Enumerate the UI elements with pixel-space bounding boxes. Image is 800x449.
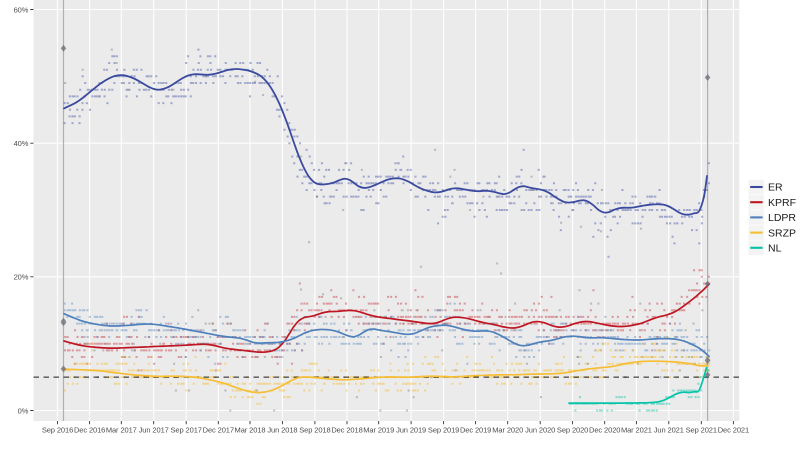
- svg-text:Mar 2019: Mar 2019: [363, 425, 394, 434]
- svg-text:Sep 2019: Sep 2019: [428, 425, 459, 434]
- svg-text:Dec 2021: Dec 2021: [718, 425, 749, 434]
- svg-text:Mar 2017: Mar 2017: [106, 425, 137, 434]
- svg-text:Dec 2016: Dec 2016: [74, 425, 105, 434]
- svg-text:Mar 2018: Mar 2018: [235, 425, 266, 434]
- svg-text:LDPR: LDPR: [768, 212, 796, 224]
- svg-text:ER: ER: [768, 182, 783, 194]
- svg-text:Dec 2018: Dec 2018: [331, 425, 362, 434]
- svg-text:NL: NL: [768, 243, 782, 255]
- svg-text:20%: 20%: [14, 273, 29, 282]
- svg-text:Sep 2016: Sep 2016: [42, 425, 73, 434]
- svg-text:Mar 2021: Mar 2021: [621, 425, 652, 434]
- svg-text:KPRF: KPRF: [768, 197, 796, 209]
- svg-text:Sep 2017: Sep 2017: [171, 425, 202, 434]
- svg-text:Dec 2019: Dec 2019: [460, 425, 491, 434]
- svg-text:60%: 60%: [14, 5, 29, 14]
- svg-text:SRZP: SRZP: [768, 227, 796, 239]
- svg-text:40%: 40%: [14, 139, 29, 148]
- svg-text:Sep 2021: Sep 2021: [686, 425, 717, 434]
- svg-text:Jun 2019: Jun 2019: [396, 425, 426, 434]
- svg-text:Jun 2020: Jun 2020: [525, 425, 555, 434]
- svg-text:0%: 0%: [18, 406, 29, 415]
- svg-text:Dec 2017: Dec 2017: [203, 425, 234, 434]
- svg-text:Sep 2020: Sep 2020: [557, 425, 588, 434]
- svg-text:Sep 2018: Sep 2018: [299, 425, 330, 434]
- svg-text:Dec 2020: Dec 2020: [589, 425, 620, 434]
- svg-text:Jun 2017: Jun 2017: [139, 425, 169, 434]
- svg-text:Jun 2021: Jun 2021: [654, 425, 684, 434]
- svg-text:Mar 2020: Mar 2020: [492, 425, 523, 434]
- svg-text:Jun 2018: Jun 2018: [267, 425, 297, 434]
